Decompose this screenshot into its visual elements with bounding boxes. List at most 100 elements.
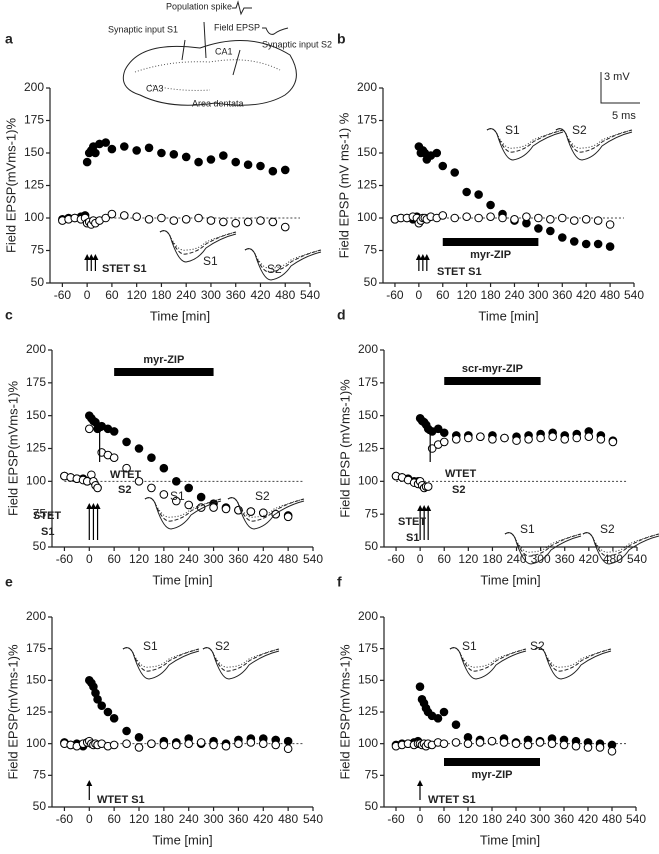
trace-line bbox=[144, 497, 222, 518]
trace-line bbox=[449, 647, 527, 672]
stimulus-label: STET S1 bbox=[437, 266, 482, 278]
data-point bbox=[499, 738, 509, 747]
data-point bbox=[584, 432, 594, 441]
inset-label: S1 bbox=[505, 123, 520, 137]
arrow-head bbox=[86, 780, 93, 786]
y-axis-title: Field EPSP (mV ms-1) % bbox=[336, 112, 351, 258]
data-point bbox=[219, 217, 228, 227]
x-axis-title: Time [min] bbox=[480, 832, 540, 847]
trace-line bbox=[227, 497, 305, 518]
data-point bbox=[511, 739, 521, 748]
scale-bar bbox=[600, 72, 640, 104]
x-tick-label: 480 bbox=[602, 812, 622, 826]
data-point bbox=[498, 213, 507, 223]
x-tick-label: 360 bbox=[226, 288, 246, 302]
data-point bbox=[283, 512, 293, 522]
x-tick-label: 360 bbox=[554, 812, 574, 826]
data-point bbox=[438, 161, 448, 171]
data-point bbox=[593, 239, 603, 249]
panel-letter: b bbox=[337, 31, 346, 47]
x-tick-label: 540 bbox=[624, 288, 644, 302]
x-tick-label: -60 bbox=[387, 812, 405, 826]
x-tick-label: 540 bbox=[626, 812, 646, 826]
data-point bbox=[462, 212, 471, 221]
epsp-icon bbox=[262, 27, 289, 35]
inset-trace bbox=[244, 248, 322, 281]
inset-trace bbox=[582, 532, 659, 565]
data-point bbox=[147, 739, 156, 748]
data-point bbox=[559, 740, 569, 750]
data-point bbox=[283, 744, 293, 754]
data-point bbox=[159, 740, 169, 750]
y-tick-label: 150 bbox=[24, 145, 44, 159]
data-point bbox=[608, 437, 618, 447]
y-tick-label: 100 bbox=[358, 474, 378, 488]
x-tick-label: 180 bbox=[154, 812, 174, 826]
drug-bar bbox=[444, 758, 540, 766]
trace-line bbox=[202, 647, 280, 672]
data-point bbox=[488, 435, 497, 444]
arrow-head bbox=[415, 254, 422, 260]
x-tick-label: 480 bbox=[600, 288, 620, 302]
data-point bbox=[109, 714, 119, 723]
trace-line bbox=[227, 497, 305, 522]
data-point bbox=[184, 739, 194, 748]
y-tick-label: 150 bbox=[357, 145, 377, 159]
data-point bbox=[221, 504, 231, 514]
x-tick-label: 240 bbox=[179, 812, 199, 826]
data-point bbox=[486, 200, 495, 210]
data-point bbox=[474, 213, 483, 223]
stimulus-label: STET S1 bbox=[102, 263, 147, 275]
data-point bbox=[439, 437, 449, 447]
data-point bbox=[194, 157, 203, 167]
inset-trace bbox=[555, 128, 633, 161]
data-point bbox=[122, 437, 131, 447]
y-tick-label: 200 bbox=[357, 80, 377, 94]
data-point bbox=[462, 187, 471, 197]
data-point bbox=[171, 740, 181, 750]
x-tick-label: 300 bbox=[530, 812, 550, 826]
trace-line bbox=[202, 647, 280, 668]
x-tick-label: 360 bbox=[552, 288, 572, 302]
cell-layer bbox=[134, 59, 281, 91]
trace-line bbox=[159, 230, 237, 251]
x-tick-label: 0 bbox=[416, 288, 423, 302]
x-tick-label: 540 bbox=[627, 552, 647, 566]
inset-trace bbox=[449, 647, 527, 680]
y-tick-label: 75 bbox=[33, 506, 47, 520]
x-tick-label: 180 bbox=[482, 552, 502, 566]
panel-letter: c bbox=[5, 307, 13, 323]
data-point bbox=[423, 482, 433, 491]
inset-label: S2 bbox=[530, 639, 545, 653]
drug-label: myr-ZIP bbox=[472, 769, 513, 781]
hippocampus-outline bbox=[122, 39, 297, 106]
data-point bbox=[101, 138, 111, 147]
data-point bbox=[256, 216, 265, 225]
y-tick-label: 50 bbox=[365, 799, 379, 813]
data-point bbox=[101, 213, 111, 223]
data-point bbox=[415, 682, 425, 691]
data-point bbox=[234, 739, 243, 748]
data-point bbox=[546, 226, 555, 236]
data-point bbox=[144, 143, 154, 153]
inset-trace bbox=[534, 647, 612, 680]
data-point bbox=[583, 743, 593, 752]
y-tick-label: 175 bbox=[358, 375, 378, 389]
stimulus-label: STET bbox=[33, 510, 61, 522]
x-tick-label: 300 bbox=[204, 812, 224, 826]
arrow-head bbox=[90, 503, 97, 509]
data-point bbox=[268, 166, 278, 176]
inset-trace bbox=[504, 532, 582, 565]
data-point bbox=[536, 433, 545, 443]
data-point bbox=[181, 152, 191, 162]
data-point bbox=[256, 161, 265, 171]
x-tick-label: 60 bbox=[105, 288, 119, 302]
data-point bbox=[593, 216, 603, 225]
data-point bbox=[474, 190, 483, 199]
data-point bbox=[557, 213, 567, 223]
panel-letter: e bbox=[5, 574, 13, 590]
diagram-label: CA3 bbox=[146, 83, 164, 93]
y-tick-label: 50 bbox=[33, 799, 47, 813]
x-tick-label: 60 bbox=[438, 552, 452, 566]
